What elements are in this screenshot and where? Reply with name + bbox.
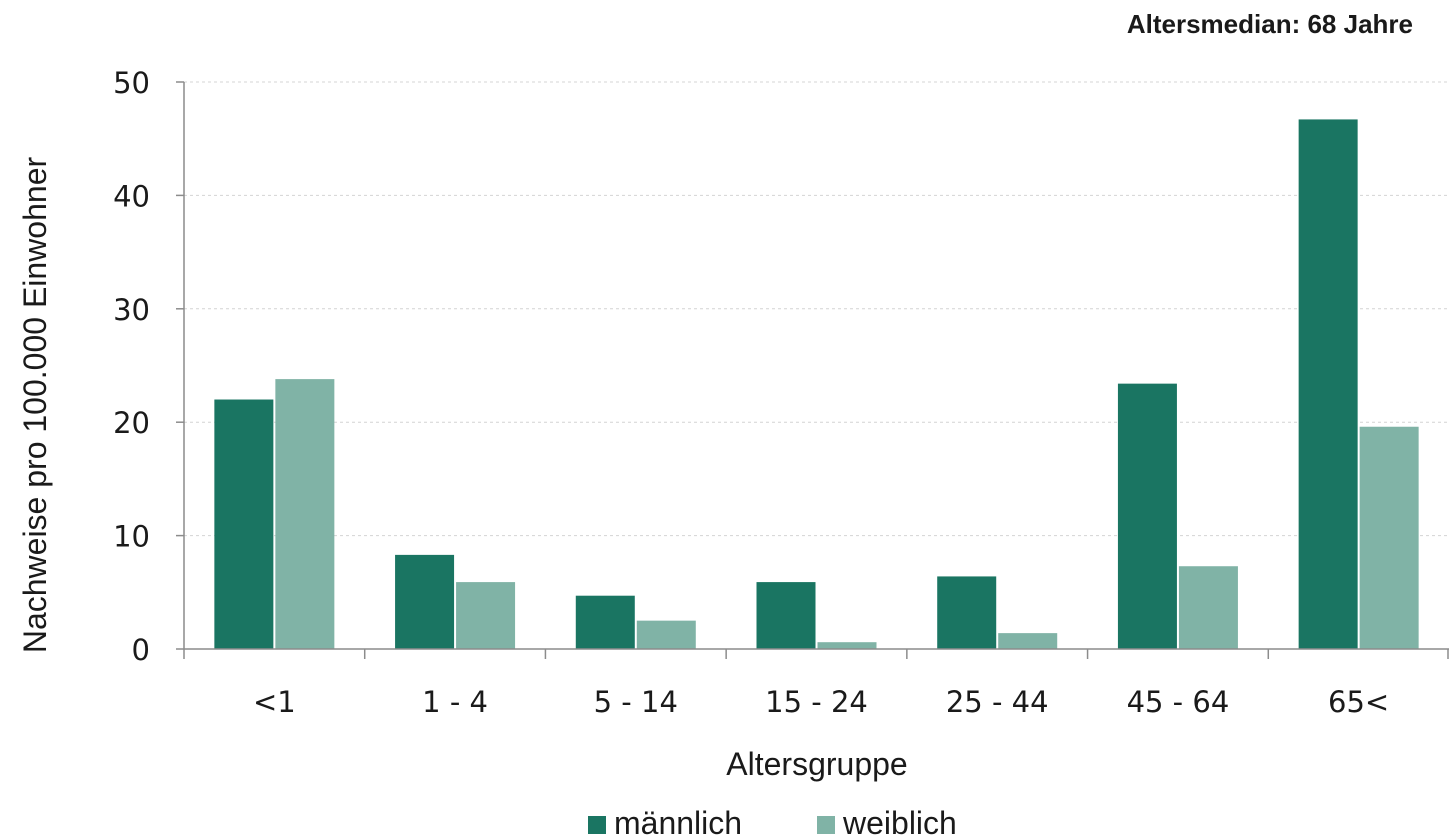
bar-maennlich — [214, 399, 274, 649]
x-tick-label: <1 — [253, 685, 296, 719]
bar-maennlich — [756, 582, 816, 649]
bar-maennlich — [1298, 119, 1358, 649]
y-tick-label: 20 — [113, 406, 150, 440]
x-tick-label: 15 - 24 — [765, 685, 868, 719]
bar-weiblich — [275, 379, 335, 649]
axes — [176, 81, 1449, 659]
x-tick-labels: <1 1 - 4 5 - 14 15 - 24 25 - 44 45 - 64 65< — [253, 685, 1389, 719]
median-annotation: Altersmedian: 68 Jahre — [1127, 9, 1413, 39]
legend-label-weiblich: weiblich — [842, 805, 957, 839]
gridlines — [184, 81, 1449, 537]
y-axis-title: Nachweise pro 100.000 Einwohner — [17, 157, 53, 654]
y-tick-labels: 0 10 20 30 40 50 — [113, 66, 150, 667]
bar-maennlich — [575, 595, 635, 649]
x-tick-label: 5 - 14 — [594, 685, 678, 719]
x-tick-label: 45 - 64 — [1127, 685, 1230, 719]
y-tick-label: 40 — [113, 179, 150, 213]
bar-maennlich — [395, 554, 455, 649]
legend-swatch-maennlich — [588, 816, 606, 834]
x-axis-title: Altersgruppe — [726, 746, 907, 782]
y-tick-label: 30 — [113, 293, 150, 327]
bar-maennlich — [937, 576, 997, 649]
bar-maennlich — [1117, 383, 1177, 649]
y-tick-label: 50 — [113, 66, 150, 100]
bar-weiblich — [636, 620, 696, 649]
bar-weiblich — [1178, 566, 1238, 649]
y-tick-label: 10 — [113, 520, 150, 554]
legend: männlich weiblich — [588, 805, 957, 839]
x-tick-label: 25 - 44 — [946, 685, 1049, 719]
legend-swatch-weiblich — [817, 816, 835, 834]
bar-weiblich — [1359, 426, 1419, 649]
bar-weiblich — [456, 582, 516, 649]
bar-weiblich — [817, 642, 877, 649]
x-tick-label: 1 - 4 — [422, 685, 488, 719]
y-tick-label: 0 — [132, 633, 150, 667]
bar-weiblich — [998, 633, 1058, 649]
bars — [214, 119, 1419, 649]
x-tick-label: 65< — [1328, 685, 1389, 719]
legend-label-maennlich: männlich — [614, 805, 742, 839]
